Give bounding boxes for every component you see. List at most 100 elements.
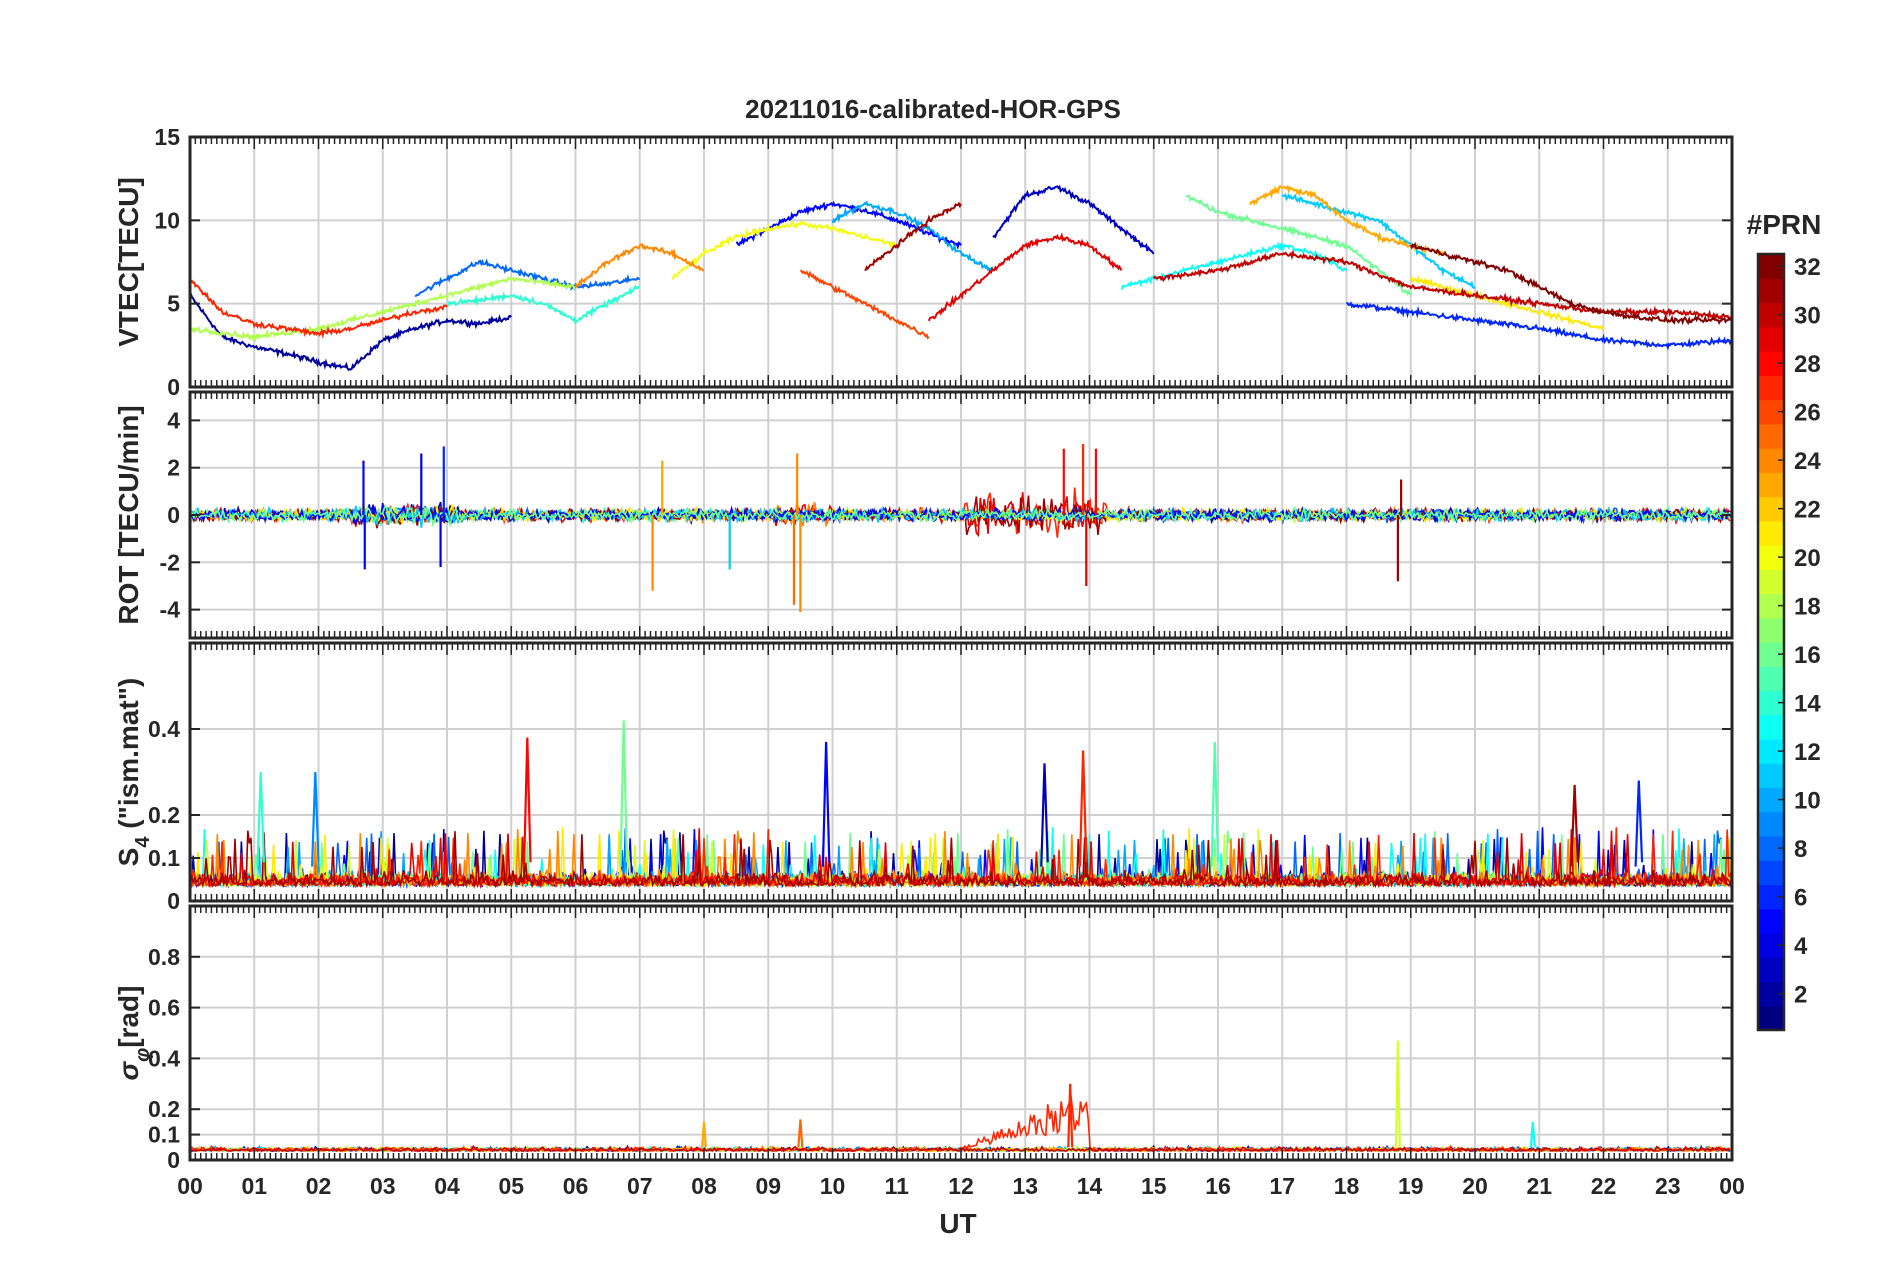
sigma-peak <box>1067 1083 1074 1148</box>
colorbar-tick-label: 32 <box>1794 254 1821 281</box>
x-tick-label: 09 <box>755 1173 781 1199</box>
series-line-prn-32 <box>1409 241 1732 326</box>
x-tick-label: 00 <box>177 1173 203 1199</box>
colorbar-swatch <box>1758 763 1784 789</box>
y-tick-label: 0.2 <box>148 802 180 828</box>
colorbar-swatch <box>1758 666 1784 692</box>
colorbar-tick-label: 28 <box>1794 351 1821 378</box>
sigma-peak <box>1529 1121 1536 1148</box>
y-tick-label: 0 <box>167 502 180 528</box>
colorbar-tick-label: 30 <box>1794 303 1821 330</box>
x-axis-label: UT <box>939 1208 976 1239</box>
series-line-prn-18 <box>190 276 577 343</box>
colorbar-tick-label: 22 <box>1794 497 1821 524</box>
y-tick-label: 0 <box>167 888 180 914</box>
colorbar-tick-label: 8 <box>1794 836 1807 863</box>
s4-line-prn-31 <box>190 830 1732 890</box>
x-tick-label: 16 <box>1205 1173 1231 1199</box>
colorbar-tick-label: 2 <box>1794 982 1807 1009</box>
s4-peak <box>1078 750 1088 867</box>
colorbar-tick-label: 14 <box>1794 691 1821 718</box>
x-tick-label: 15 <box>1141 1173 1167 1199</box>
series-line-prn-10 <box>831 200 995 273</box>
s4-peak <box>311 771 320 867</box>
colorbar-swatch <box>1758 520 1784 546</box>
x-tick-label: 02 <box>306 1173 332 1199</box>
x-tick-label: 17 <box>1269 1173 1295 1199</box>
series-group <box>190 444 1731 612</box>
x-tick-label: 04 <box>434 1173 460 1199</box>
y-axis-label: VTEC[TECU] <box>113 177 144 347</box>
s4-peak <box>1040 763 1049 867</box>
colorbar-swatch <box>1758 569 1784 595</box>
colorbar-frame <box>1756 252 1786 1032</box>
s4-peak <box>1210 741 1220 867</box>
series-line-prn-30 <box>1152 249 1732 322</box>
colorbar-swatch <box>1758 326 1784 352</box>
x-tick-label: 23 <box>1655 1173 1681 1199</box>
s4-peak <box>523 737 532 867</box>
colorbar-swatch <box>1758 908 1784 934</box>
y-tick-label: 10 <box>154 207 180 233</box>
colorbar-swatch <box>1758 472 1784 498</box>
series-line-prn-24 <box>574 243 705 289</box>
colorbar-swatch <box>1758 811 1784 837</box>
y-tick-label: 0.6 <box>148 995 180 1021</box>
panel-s4: 0 0.1 0.2 0.4S4 ("ism.mat") <box>113 641 1734 914</box>
y-tick-label: 0.1 <box>148 845 180 871</box>
x-tick-label: 01 <box>241 1173 267 1199</box>
sigma-peak <box>701 1121 707 1148</box>
y-tick-label: -2 <box>160 549 180 575</box>
y-tick-label: 0.1 <box>148 1122 180 1148</box>
x-tick-label: 06 <box>563 1173 589 1199</box>
series-group <box>190 184 1732 371</box>
y-tick-label: -4 <box>160 597 181 623</box>
series-line-prn-5 <box>735 200 962 251</box>
colorbar-tick-label: 24 <box>1794 448 1821 475</box>
colorbar-tick-label: 4 <box>1794 933 1808 960</box>
panel-rot: -4 -2 0 2 4 ROT [TECU/min] <box>113 390 1734 640</box>
y-axis-label: S4 ("ism.mat") <box>113 678 154 867</box>
y-tick-label: 0 <box>167 374 180 400</box>
series-line-prn-11 <box>1281 192 1476 290</box>
series-line-prn-26 <box>799 269 930 340</box>
x-tick-label: 22 <box>1591 1173 1617 1199</box>
colorbar-tick-label: 16 <box>1794 642 1821 669</box>
y-tick-label: 0.8 <box>148 944 180 970</box>
series-line-prn-31 <box>864 201 962 271</box>
x-tick-label: 18 <box>1334 1173 1360 1199</box>
colorbar-swatch <box>1758 1005 1784 1031</box>
colorbar-tick-label: 26 <box>1794 400 1821 427</box>
series-group <box>190 720 1732 890</box>
colorbar-tick-label: 6 <box>1794 885 1807 912</box>
x-tick-label: 07 <box>627 1173 653 1199</box>
s4-peak <box>256 771 265 867</box>
series-line-prn-14 <box>446 284 640 326</box>
x-tick-label: 14 <box>1077 1173 1103 1199</box>
colorbar-swatch <box>1758 375 1784 401</box>
series-line-prn-3 <box>992 184 1155 255</box>
y-tick-label: 0.2 <box>148 1096 180 1122</box>
panel-sigma_phi: 00.10.2 0.4 0.6 0.8 σφ[rad] <box>113 904 1734 1173</box>
colorbar-swatch <box>1758 423 1784 449</box>
series-line-prn-8 <box>414 258 640 297</box>
x-tick-label: 21 <box>1526 1173 1552 1199</box>
colorbar-tick-label: 20 <box>1794 545 1821 572</box>
rot-line-prn-16 <box>190 505 1731 528</box>
sigma-peak <box>1394 1040 1401 1148</box>
y-tick-label: 0.4 <box>148 1045 180 1071</box>
x-tick-label: 12 <box>948 1173 974 1199</box>
x-tick-label: 20 <box>1462 1173 1488 1199</box>
x-tick-label: 08 <box>691 1173 717 1199</box>
series-line-prn-16 <box>1185 194 1412 296</box>
s4-peak <box>821 741 831 867</box>
y-tick-label: 0.4 <box>148 716 180 742</box>
x-tick-label: 19 <box>1398 1173 1424 1199</box>
series-line-prn-20 <box>671 220 898 281</box>
colorbar-swatch <box>1758 617 1784 643</box>
colorbar-swatch <box>1758 278 1784 304</box>
colorbar-tick-label: 12 <box>1794 739 1821 766</box>
colorbar-swatch <box>1758 714 1784 740</box>
